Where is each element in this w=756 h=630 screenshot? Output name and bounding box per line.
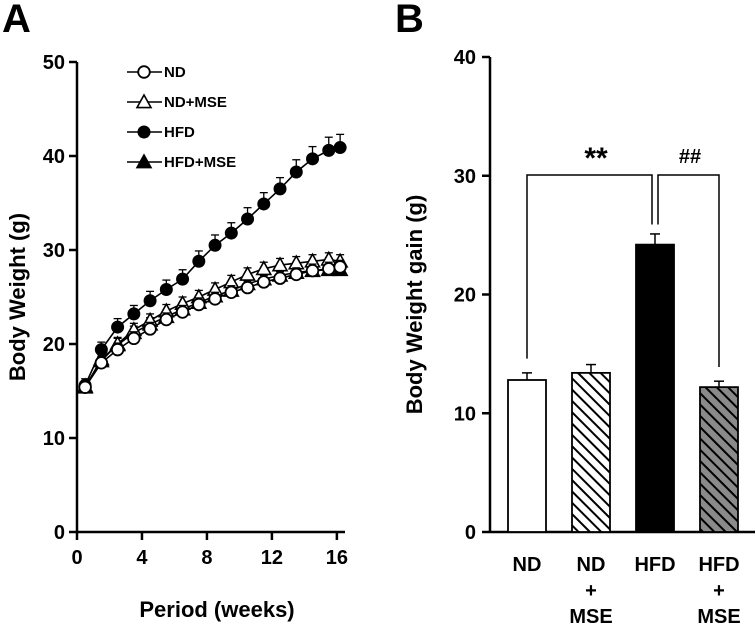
data-point — [176, 272, 190, 286]
y-axis-title: Body Weight gain (g) — [402, 195, 427, 415]
significance-bracket — [526, 174, 653, 359]
data-point — [322, 262, 336, 276]
data-point — [273, 271, 287, 285]
data-point — [322, 143, 336, 157]
y-axis-title: Body Weight (g) — [5, 213, 30, 381]
data-point — [289, 267, 303, 282]
significance-label: ** — [584, 142, 608, 175]
data-point — [110, 342, 125, 357]
data-point — [333, 260, 347, 274]
y-tick-label: 50 — [43, 52, 65, 74]
data-point — [127, 307, 141, 321]
y-tick-label: 10 — [43, 428, 65, 450]
x-axis-title: Period (weeks) — [139, 597, 294, 622]
significance-bracket — [657, 174, 720, 367]
legend-label: HFD — [164, 124, 195, 141]
data-point — [208, 292, 222, 306]
x-category-label: MSE — [569, 606, 612, 628]
bar — [571, 371, 611, 533]
legend: ND ND+MSE HFD HFD+MSE — [127, 64, 236, 171]
legend-label: ND — [164, 64, 186, 81]
data-point — [127, 331, 141, 346]
data-point — [224, 226, 238, 240]
x-tick-label: 12 — [261, 547, 283, 569]
legend-marker — [135, 153, 153, 169]
data-point — [257, 197, 271, 211]
data-point — [239, 265, 256, 281]
data-point — [94, 356, 109, 370]
y-tick-label: 40 — [454, 47, 476, 69]
y-tick-label: 10 — [454, 403, 476, 425]
x-category-label: + — [585, 580, 597, 602]
data-point — [305, 263, 320, 278]
data-point — [289, 165, 303, 179]
significance-label: ## — [679, 146, 701, 168]
panel-a-line-chart: 0 10 20 30 40 50 0 4 8 12 16 Period (weeks) Body Wei… — [5, 52, 349, 622]
data-point — [255, 260, 273, 276]
x-tick-label: 4 — [136, 547, 148, 569]
legend-marker — [137, 65, 151, 79]
y-tick-label: 0 — [465, 522, 476, 544]
x-category-label: MSE — [697, 606, 740, 628]
data-point — [224, 285, 239, 300]
data-point — [192, 254, 206, 268]
data-point — [257, 275, 271, 289]
panel-b-letter: B — [395, 0, 424, 41]
panel-a-letter: A — [2, 0, 31, 41]
data-point — [271, 256, 289, 272]
data-point — [333, 141, 347, 155]
y-tick-label: 30 — [43, 240, 65, 262]
x-tick-label: 0 — [71, 547, 82, 569]
legend-label: ND+MSE — [164, 94, 227, 111]
legend-label: HFD+MSE — [164, 154, 236, 171]
x-tick-label: 16 — [326, 547, 348, 569]
data-point — [143, 294, 157, 308]
y-tick-label: 20 — [43, 334, 65, 356]
y-tick-label: 30 — [454, 166, 476, 188]
series-nd — [78, 259, 347, 394]
data-point — [306, 152, 320, 166]
bar — [699, 386, 739, 533]
panel-b-bar-chart: 0 10 20 30 40 Body Weight gain (g) ND ND + MSE HFD… — [402, 47, 755, 628]
data-point — [208, 238, 222, 252]
bar — [507, 379, 547, 533]
legend-marker — [137, 125, 151, 139]
data-point — [273, 182, 287, 196]
data-point — [240, 280, 255, 295]
data-point — [175, 305, 190, 319]
bar — [635, 243, 675, 533]
x-category-label: ND — [513, 554, 542, 576]
data-point — [111, 320, 125, 334]
data-point — [78, 380, 92, 394]
x-category-label: + — [713, 580, 725, 602]
y-tick-label: 0 — [54, 522, 65, 544]
data-point — [159, 282, 173, 296]
y-tick-label: 20 — [454, 285, 476, 307]
data-point — [159, 312, 174, 327]
data-point — [241, 212, 255, 226]
y-tick-label: 40 — [43, 146, 65, 168]
x-category-label: HFD — [634, 554, 675, 576]
legend-marker — [135, 93, 153, 109]
x-category-label: ND — [577, 554, 606, 576]
data-point — [143, 322, 157, 336]
x-tick-label: 8 — [201, 547, 212, 569]
data-point — [192, 297, 206, 312]
x-category-label: HFD — [698, 554, 739, 576]
